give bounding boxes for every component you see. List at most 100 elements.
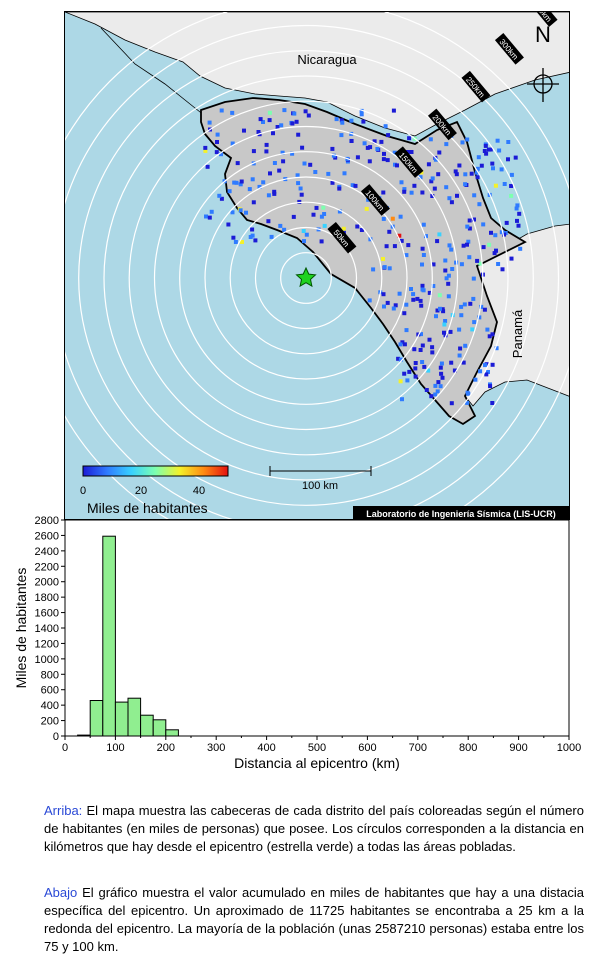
district-point: [349, 139, 354, 143]
district-point: [339, 118, 344, 123]
district-point: [402, 311, 407, 316]
histogram-bar: [77, 734, 91, 737]
district-point: [462, 302, 467, 307]
district-point: [435, 239, 440, 244]
district-point: [509, 256, 514, 261]
district-point: [296, 132, 301, 137]
district-point: [479, 163, 484, 168]
district-point: [472, 320, 477, 325]
district-point: [364, 206, 369, 211]
district-point: [516, 223, 521, 228]
district-point: [442, 322, 447, 327]
district-point: [461, 360, 466, 365]
district-point: [496, 262, 501, 266]
district-point: [411, 297, 416, 302]
district-point: [300, 145, 305, 150]
district-point: [203, 145, 208, 150]
district-point: [244, 210, 248, 215]
x-tick-label: 400: [257, 742, 275, 754]
district-point: [459, 262, 464, 267]
histogram-bar: [102, 535, 116, 737]
district-point: [494, 248, 498, 253]
distance-ring: [78, 50, 534, 506]
district-point: [427, 290, 432, 295]
district-point: [455, 193, 459, 198]
district-point: [391, 108, 396, 113]
district-point: [459, 313, 464, 318]
district-point: [282, 108, 287, 113]
district-point: [437, 293, 442, 298]
district-point: [470, 327, 475, 332]
district-point: [290, 121, 295, 126]
district-point: [463, 182, 468, 187]
district-point: [435, 389, 440, 394]
x-tick-label: 700: [409, 742, 427, 754]
district-point: [472, 217, 476, 222]
district-point: [367, 298, 372, 303]
x-tick-label: 0: [62, 742, 68, 754]
district-point: [488, 384, 493, 389]
district-point: [424, 234, 428, 239]
district-point: [418, 298, 423, 303]
district-point: [372, 139, 377, 144]
district-point: [449, 247, 454, 252]
district-point: [497, 148, 502, 153]
district-point: [493, 233, 498, 238]
district-point: [404, 253, 409, 258]
district-point: [420, 283, 425, 288]
district-point: [420, 190, 425, 195]
district-point: [489, 230, 493, 235]
district-point: [402, 342, 407, 347]
district-point: [499, 167, 504, 172]
district-point: [311, 212, 316, 217]
district-point: [266, 193, 271, 198]
district-point: [514, 206, 519, 211]
district-point: [226, 222, 231, 227]
district-point: [390, 216, 395, 221]
district-point: [368, 237, 373, 242]
district-point: [400, 340, 405, 345]
district-point: [382, 151, 386, 156]
district-point: [399, 238, 404, 243]
district-point: [443, 333, 448, 338]
district-point: [463, 172, 468, 177]
district-point: [219, 108, 224, 113]
district-point: [404, 328, 409, 333]
district-point: [334, 117, 339, 122]
district-point: [258, 117, 263, 122]
x-axis-ticks: 0 100 200 300 400 500 600 700 800 900 1000: [62, 736, 581, 754]
district-point: [443, 319, 448, 323]
district-point: [299, 192, 304, 197]
district-point: [484, 372, 489, 377]
district-point: [402, 371, 407, 376]
colorbar-tick: 40: [193, 485, 205, 497]
district-point: [518, 246, 523, 251]
district-point: [509, 193, 514, 198]
district-point: [238, 182, 243, 187]
district-point: [483, 143, 488, 148]
district-point: [502, 182, 507, 186]
district-point: [490, 401, 495, 405]
district-point: [337, 186, 342, 191]
district-point: [446, 294, 451, 299]
district-point: [475, 166, 480, 171]
district-point: [444, 142, 449, 147]
district-point: [392, 150, 397, 155]
district-point: [362, 141, 367, 146]
district-point: [484, 151, 489, 156]
histogram-bar: [114, 701, 129, 737]
compass-icon: [527, 68, 559, 102]
district-point: [365, 145, 370, 150]
district-point: [232, 180, 237, 185]
district-point: [447, 196, 452, 201]
district-point: [405, 378, 410, 383]
district-point: [398, 379, 403, 384]
district-point: [467, 255, 472, 260]
district-point: [491, 166, 495, 171]
district-point: [420, 360, 425, 364]
x-tick-label: 100: [106, 742, 124, 754]
district-point: [375, 147, 380, 151]
district-point: [430, 176, 435, 181]
district-point: [446, 273, 451, 278]
district-point: [509, 184, 514, 188]
